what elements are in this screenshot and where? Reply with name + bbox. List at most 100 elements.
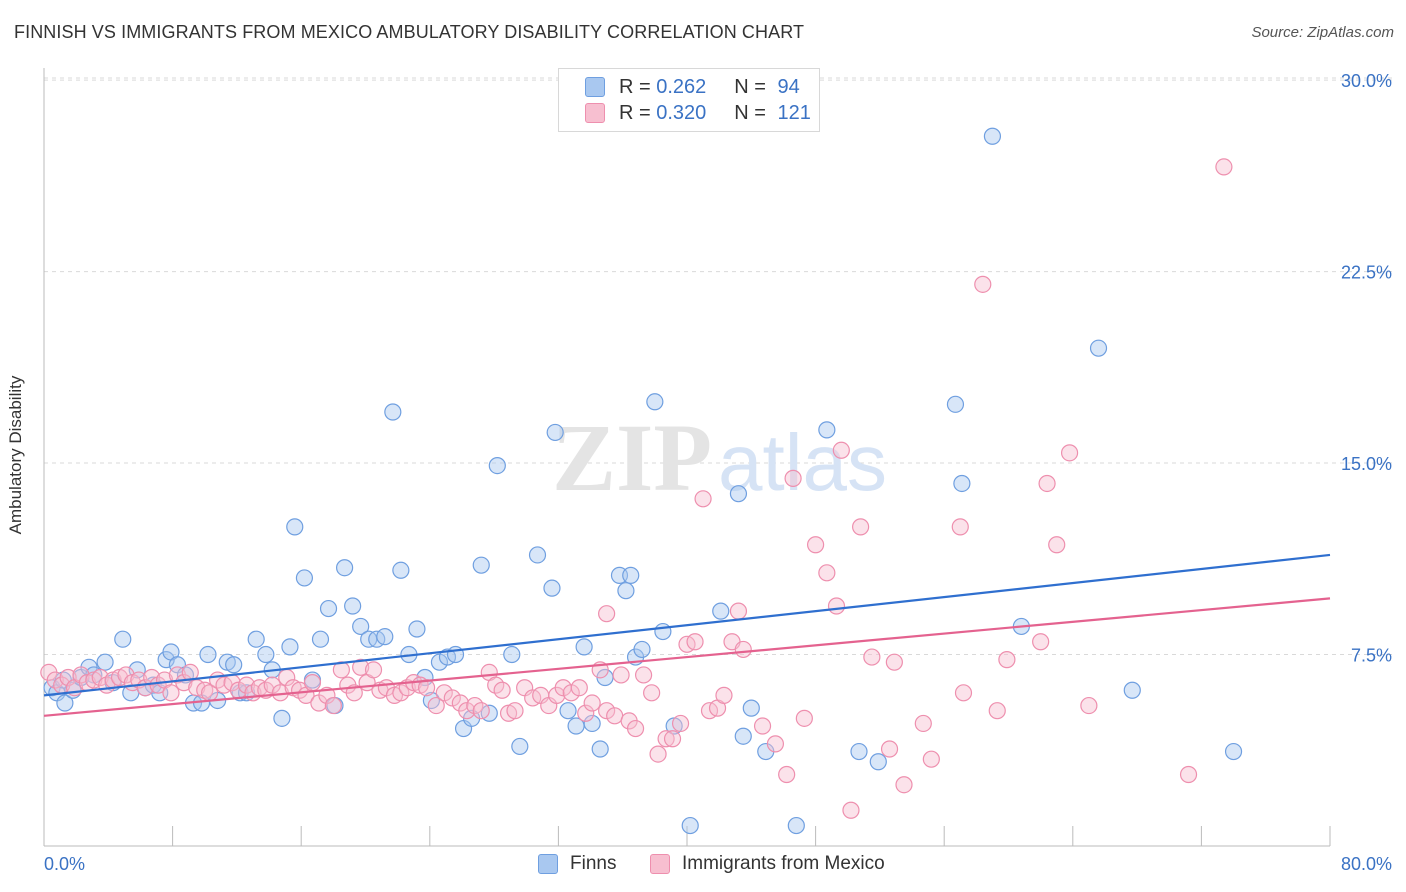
bottom-finns-label: Finns <box>570 853 617 874</box>
mexico-swatch <box>585 103 605 123</box>
finns-point <box>376 628 394 646</box>
mexico-point <box>766 735 785 753</box>
finns-point <box>850 742 868 761</box>
finns-point <box>247 630 265 648</box>
mexico-point <box>570 679 588 697</box>
finns-point <box>1224 742 1243 761</box>
mexico-point <box>715 686 733 704</box>
finns-n-value: 94 <box>777 75 800 98</box>
finns-point <box>1123 681 1141 699</box>
mexico-point <box>663 730 682 748</box>
finns-point <box>559 702 577 720</box>
finns-point <box>408 620 426 638</box>
mexico-point <box>1048 536 1066 554</box>
mexico-trend-line <box>43 597 1331 717</box>
y-tick-label: 22.5% <box>1341 263 1392 283</box>
mexico-point <box>951 518 969 536</box>
finns-r-value: 0.262 <box>656 75 707 98</box>
mexico-point <box>974 275 992 293</box>
finns-swatch <box>585 77 605 97</box>
finns-point <box>742 699 760 717</box>
axes <box>43 68 1331 847</box>
finns-point <box>1089 339 1108 357</box>
watermark: ZIP atlas <box>552 404 887 511</box>
bottom-mexico-label: Immigrants from Mexico <box>682 853 885 874</box>
finns-point <box>575 638 593 656</box>
mexico-r-value: 0.320 <box>656 101 707 124</box>
finns-point <box>56 694 74 712</box>
grid-lines <box>44 77 1392 656</box>
finns-point <box>953 474 971 493</box>
x-tick-label-min: 0.0% <box>44 854 85 874</box>
finns-point <box>311 630 330 648</box>
bottom-legend-mexico: Immigrants from Mexico <box>650 852 885 876</box>
mexico-point <box>583 694 601 712</box>
mexico-point <box>784 469 802 487</box>
mexico-point <box>832 441 850 459</box>
mexico-point <box>59 668 77 687</box>
mexico-point <box>472 702 490 720</box>
finns-point <box>286 518 304 536</box>
mexico-point <box>795 709 813 727</box>
mexico-point <box>303 674 322 692</box>
y-tick-label: 7.5% <box>1351 646 1392 666</box>
x-tick-label-max: 80.0% <box>1341 854 1392 874</box>
mexico-point <box>827 597 846 615</box>
mexico-point <box>1179 765 1198 784</box>
finns-point <box>336 559 354 577</box>
finns-point <box>617 582 635 600</box>
chart-title: FINNISH VS IMMIGRANTS FROM MEXICO AMBULA… <box>14 22 805 42</box>
mexico-point <box>612 666 630 684</box>
mexico-point <box>1080 696 1098 715</box>
mexico-point <box>643 684 661 702</box>
finns-point <box>273 709 291 727</box>
mexico-point <box>988 702 1006 720</box>
finns-point <box>392 561 410 579</box>
finns-r-label: R = <box>619 75 657 98</box>
legend-row-mexico: R = 0.320 N = 121 <box>585 101 811 125</box>
finns-point <box>114 630 132 648</box>
finns-point <box>199 645 217 664</box>
mexico-point <box>818 564 836 582</box>
mexico-point <box>922 750 940 768</box>
mexico-point <box>954 684 973 702</box>
finns-point <box>646 393 664 411</box>
finns-point <box>511 737 529 756</box>
finns-point <box>543 579 561 597</box>
bottom-legend-finns: Finns <box>538 852 616 876</box>
finns-point <box>295 569 314 587</box>
finns-point <box>546 423 564 442</box>
finns-point <box>422 691 441 710</box>
finns-point <box>472 556 490 574</box>
mexico-point <box>1060 444 1079 462</box>
watermark-zip: ZIP <box>552 404 712 511</box>
mexico-point <box>324 696 342 715</box>
mexico-n-value: 121 <box>777 101 811 124</box>
finns-point <box>946 395 965 413</box>
finns-point <box>503 645 521 664</box>
mexico-point <box>753 717 772 735</box>
finns-point <box>257 645 275 664</box>
mexico-point <box>417 679 436 697</box>
mexico-point <box>729 602 748 620</box>
mexico-n-label: N = <box>734 101 772 124</box>
finns-point <box>488 457 506 475</box>
finns-point <box>633 640 651 659</box>
finns-point <box>681 816 699 835</box>
correlation-legend: R = 0.262 N = 94 R = 0.320 N = 121 <box>558 68 820 132</box>
finns-point <box>787 816 805 835</box>
finns-point <box>622 566 640 584</box>
finns-trend-line <box>43 553 1331 697</box>
finns-point <box>591 740 609 758</box>
mexico-point <box>657 730 675 748</box>
mexico-point <box>162 684 180 702</box>
mexico-point <box>577 704 595 722</box>
finns-point <box>818 421 836 439</box>
mexico-point <box>734 640 752 659</box>
mexico-point <box>694 490 712 508</box>
mexico-point <box>1032 633 1050 651</box>
mexico-point <box>364 661 383 679</box>
finns-point <box>583 714 601 733</box>
mexico-point <box>1038 474 1056 493</box>
mexico-point <box>649 745 667 763</box>
